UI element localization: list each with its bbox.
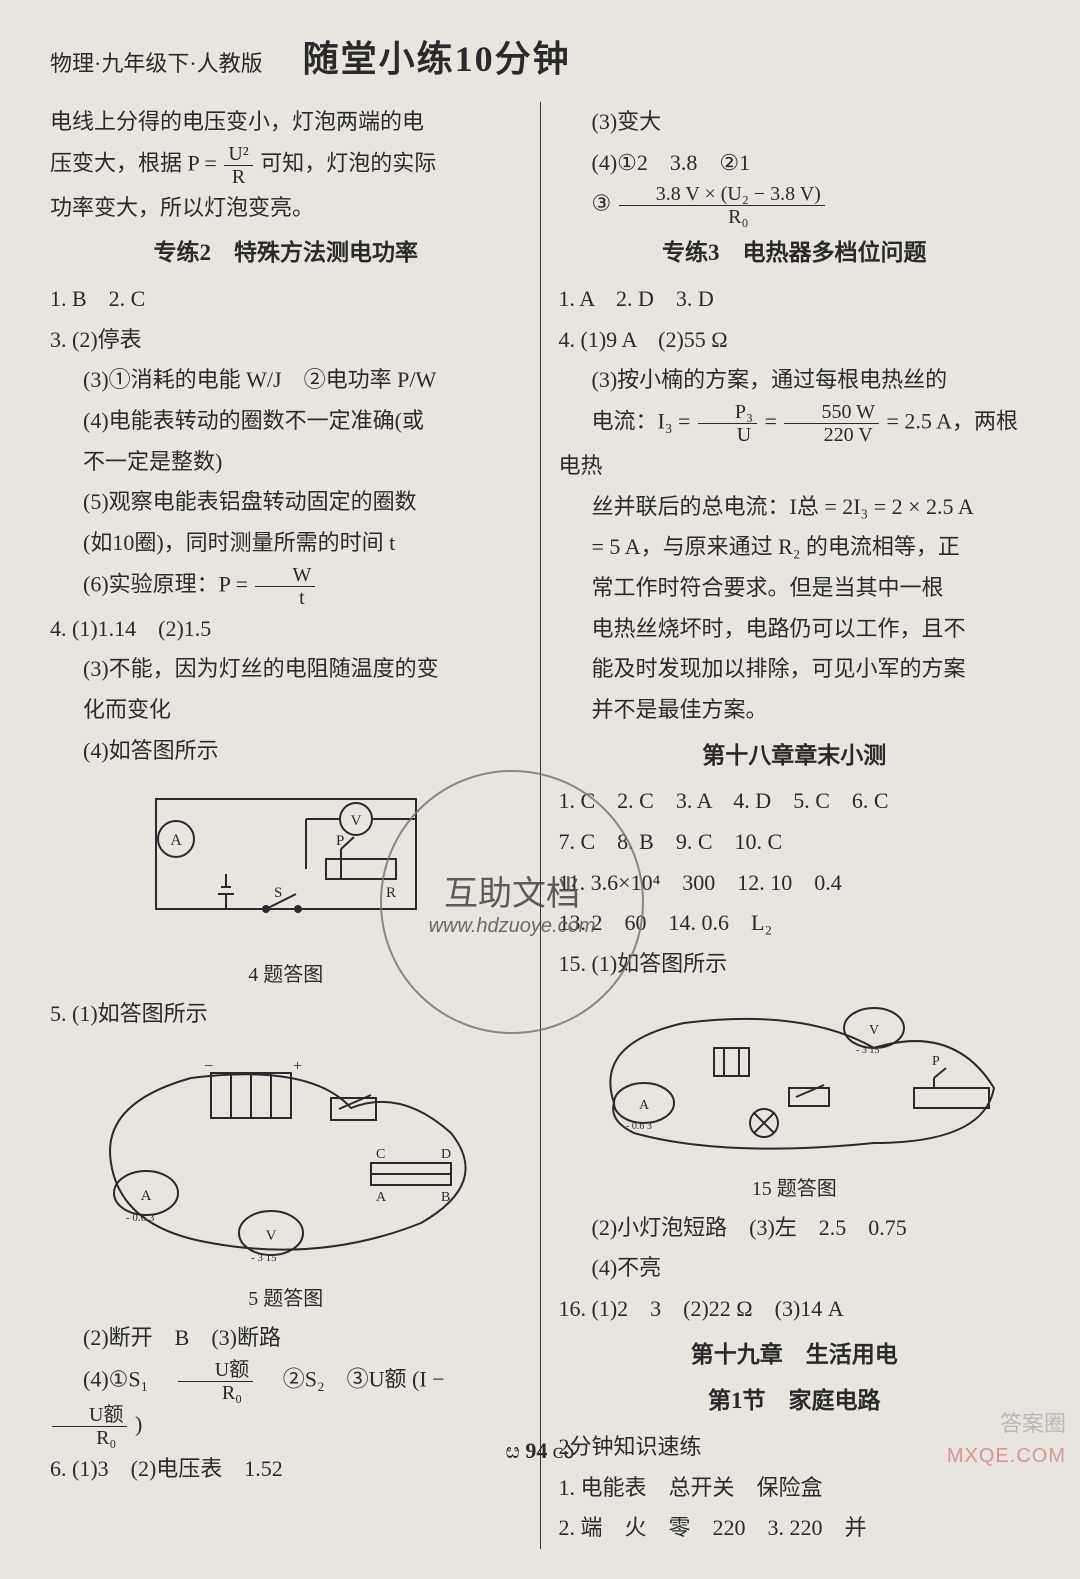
answer-line: (4)①2 3.8 ②1 bbox=[559, 143, 1031, 184]
svg-text:−: − bbox=[204, 1058, 213, 1075]
right-column: (3)变大 (4)①2 3.8 ②1 ③ 3.8 V × (U₂ − 3.8 V… bbox=[541, 102, 1031, 1549]
page-number: 94 bbox=[525, 1438, 547, 1463]
svg-text:A: A bbox=[376, 1190, 387, 1205]
answer-line: 4. (1)1.14 (2)1.5 bbox=[50, 609, 522, 650]
footer-deco-right: ᴄა bbox=[553, 1438, 575, 1463]
text-line: 压变大，根据 P = U² R 可知，灯泡的实际 bbox=[50, 143, 522, 188]
diagram-caption: 15 题答图 bbox=[559, 1171, 1031, 1208]
answer-line: (2)小灯泡短路 (3)左 2.5 0.75 bbox=[559, 1208, 1031, 1249]
svg-text:A: A bbox=[639, 1098, 650, 1113]
answer-line: ③ 3.8 V × (U₂ − 3.8 V) R₀ bbox=[559, 183, 1031, 228]
answer-line: (5)观察电能表铝盘转动固定的圈数 bbox=[50, 482, 522, 523]
fraction: 550 W 220 V bbox=[784, 401, 879, 446]
answer-line: 丝并联后的总电流：I总 = 2I₃ = 2 × 2.5 A bbox=[559, 487, 1031, 528]
footer-deco-left: ೞ bbox=[505, 1438, 519, 1463]
answer-line: 1. A 2. D 3. D bbox=[559, 279, 1031, 320]
answer-line: 1. 电能表 总开关 保险盒 bbox=[559, 1468, 1031, 1509]
section-title: 第十八章章末小测 bbox=[559, 735, 1031, 778]
svg-text:V: V bbox=[350, 813, 361, 829]
answer-line: (如10圈)，同时测量所需的时间 t bbox=[50, 523, 522, 564]
diagram-caption: 4 题答图 bbox=[50, 957, 522, 994]
svg-text:P: P bbox=[336, 833, 344, 849]
answer-line: 7. C 8. B 9. C 10. C bbox=[559, 822, 1031, 863]
answer-line: (6)实验原理：P = W t bbox=[50, 564, 522, 609]
answer-line: 电热丝烧坏时，电路仍可以工作，且不 bbox=[559, 609, 1031, 650]
answer-line: (3)①消耗的电能 W/J ②电功率 P/W bbox=[50, 360, 522, 401]
answer-line: 11. 3.6×10⁴ 300 12. 10 0.4 bbox=[559, 863, 1031, 904]
answer-line: 4. (1)9 A (2)55 Ω bbox=[559, 320, 1031, 361]
circuit-diagram-5: − + A - 0.6 3 V - 3 15 C bbox=[71, 1043, 501, 1273]
svg-text:A: A bbox=[140, 1188, 151, 1204]
svg-text:B: B bbox=[441, 1190, 450, 1205]
header-subject: 物理·九年级下·人教版 bbox=[50, 46, 263, 78]
answer-line: (2)断开 B (3)断路 bbox=[50, 1318, 522, 1359]
answer-line: 5. (1)如答图所示 bbox=[50, 994, 522, 1035]
svg-text:- 3 15: - 3 15 bbox=[251, 1252, 277, 1264]
answer-line: 并不是最佳方案。 bbox=[559, 690, 1031, 731]
circuit-diagram-15: A - 0.6 3 V - 3 15 bbox=[574, 993, 1014, 1163]
answer-line: 15. (1)如答图所示 bbox=[559, 944, 1031, 985]
svg-text:S: S bbox=[274, 885, 282, 901]
svg-text:D: D bbox=[441, 1147, 451, 1162]
page-header: 物理·九年级下·人教版 随堂小练10分钟 bbox=[50, 30, 1030, 82]
svg-text:- 0.6 3: - 0.6 3 bbox=[126, 1212, 155, 1224]
header-title: 随堂小练10分钟 bbox=[303, 30, 571, 82]
answer-line: (3)变大 bbox=[559, 102, 1031, 143]
answer-line: 3. (2)停表 bbox=[50, 320, 522, 361]
answer-line: 电流：I₃ = P₃ U = 550 W 220 V = 2.5 A，两根电热 bbox=[559, 401, 1031, 487]
answer-line: (4)①S₁ U额 R₀ ②S₂ ③U额 (I − U额 R₀ ) bbox=[50, 1359, 522, 1449]
svg-text:R: R bbox=[386, 885, 396, 901]
answer-line: (4)电能表转动的圈数不一定准确(或 bbox=[50, 401, 522, 442]
fraction: P₃ U bbox=[698, 401, 757, 446]
answer-line: 不一定是整数) bbox=[50, 442, 522, 483]
svg-text:P: P bbox=[932, 1054, 940, 1069]
answer-line: 1. C 2. C 3. A 4. D 5. C 6. C bbox=[559, 781, 1031, 822]
answer-line: (4)不亮 bbox=[559, 1248, 1031, 1289]
fraction: W t bbox=[255, 564, 315, 609]
answer-line: 16. (1)2 3 (2)22 Ω (3)14 A bbox=[559, 1289, 1031, 1330]
answer-line: 13. 2 60 14. 0.6 L₂ bbox=[559, 903, 1031, 944]
answer-line: = 5 A，与原来通过 R₂ 的电流相等，正 bbox=[559, 527, 1031, 568]
fraction: U² R bbox=[224, 143, 252, 188]
left-column: 电线上分得的电压变小，灯泡两端的电 压变大，根据 P = U² R 可知，灯泡的… bbox=[50, 102, 541, 1549]
fraction: U额 R₀ bbox=[178, 1359, 253, 1404]
section-title: 第1节 家庭电路 bbox=[559, 1380, 1031, 1423]
answer-line: 能及时发现加以排除，可见小军的方案 bbox=[559, 649, 1031, 690]
section-title: 专练3 电热器多档位问题 bbox=[559, 232, 1031, 275]
answer-line: 常工作时符合要求。但是当其中一根 bbox=[559, 568, 1031, 609]
circuit-diagram-4: A V P R bbox=[126, 779, 446, 949]
answer-line: (4)如答图所示 bbox=[50, 731, 522, 772]
chapter-title: 第十九章 生活用电 bbox=[559, 1334, 1031, 1377]
svg-text:C: C bbox=[376, 1147, 385, 1162]
answer-line: 1. B 2. C bbox=[50, 279, 522, 320]
svg-text:+: + bbox=[293, 1058, 302, 1075]
page-footer: ೞ 94 ᴄა bbox=[0, 1438, 1080, 1464]
text-line: 电线上分得的电压变小，灯泡两端的电 bbox=[50, 102, 522, 143]
section-title: 专练2 特殊方法测电功率 bbox=[50, 232, 522, 275]
svg-text:A: A bbox=[170, 832, 182, 849]
svg-text:- 3 15: - 3 15 bbox=[856, 1045, 879, 1056]
answer-line: (3)不能，因为灯丝的电阻随温度的变 bbox=[50, 649, 522, 690]
svg-text:V: V bbox=[869, 1023, 879, 1038]
answer-line: (3)按小楠的方案，通过每根电热丝的 bbox=[559, 360, 1031, 401]
answer-line: 化而变化 bbox=[50, 690, 522, 731]
corner-watermark-url: MXQE.COM bbox=[947, 1445, 1066, 1468]
diagram-caption: 5 题答图 bbox=[50, 1281, 522, 1318]
svg-text:- 0.6 3: - 0.6 3 bbox=[626, 1121, 652, 1132]
answer-line: 2. 端 火 零 220 3. 220 并 bbox=[559, 1508, 1031, 1549]
fraction: 3.8 V × (U₂ − 3.8 V) R₀ bbox=[619, 183, 825, 228]
svg-text:V: V bbox=[265, 1228, 276, 1244]
corner-watermark-cn: 答案圈 bbox=[1000, 1406, 1066, 1438]
text-line: 功率变大，所以灯泡变亮。 bbox=[50, 188, 522, 229]
